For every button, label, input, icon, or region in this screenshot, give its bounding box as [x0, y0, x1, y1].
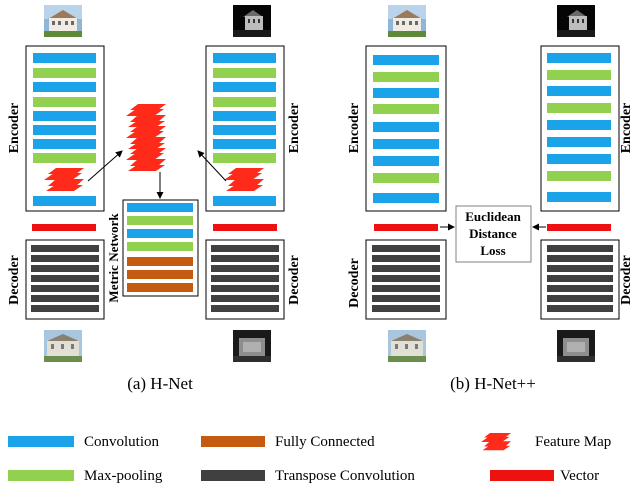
- arrow-right-to-center: [197, 150, 227, 182]
- input-image-right-b: [557, 5, 595, 37]
- encoder-label-right-b: Encoder: [619, 103, 632, 154]
- legend-item-fully-connected: Fully Connected: [201, 434, 375, 450]
- loss-text-line2: Distance: [469, 226, 517, 241]
- input-image-left-b: [388, 5, 426, 37]
- decoder-left-a: Decoder: [7, 239, 105, 320]
- loss-text-line3: Loss: [480, 243, 505, 258]
- legend-label-fully-connected: Fully Connected: [275, 434, 375, 450]
- legend-item-vector: Vector: [490, 468, 599, 484]
- metric-network-label: Metric Network: [106, 213, 121, 303]
- caption-b: (b) H-Net++: [450, 374, 536, 393]
- decoder-right-b: Decoder: [540, 239, 632, 320]
- encoder-left-a: Encoder: [7, 45, 105, 212]
- vector-left-a: [32, 224, 96, 231]
- legend-item-transpose-convolution: Transpose Convolution: [201, 468, 415, 484]
- vector-left-b: [374, 224, 438, 231]
- decoder-label-left-b: Decoder: [347, 258, 362, 308]
- encoder-left-b: Encoder: [347, 45, 447, 212]
- legend-label-feature-map: Feature Map: [535, 434, 611, 450]
- encoder-label-right-a: Encoder: [287, 103, 302, 154]
- decoder-left-b: Decoder: [347, 239, 447, 320]
- legend-item-convolution: Convolution: [8, 434, 160, 450]
- legend-label-convolution: Convolution: [84, 434, 160, 450]
- vector-right-b: [547, 224, 611, 231]
- legend-item-feature-map: Feature Map: [481, 433, 611, 451]
- loss-box: Euclidean Distance Loss: [455, 205, 532, 263]
- decoder-label-left-a: Decoder: [7, 255, 22, 305]
- encoder-right-b: Encoder: [540, 45, 632, 212]
- legend-item-max-pooling: Max-pooling: [8, 468, 163, 484]
- decoder-right-a: Decoder: [205, 239, 302, 320]
- central-feature-map: [126, 104, 166, 171]
- output-image-right-a: [233, 330, 271, 362]
- encoder-label-left-b: Encoder: [347, 103, 362, 154]
- loss-text-line1: Euclidean: [465, 209, 521, 224]
- output-image-right-b: [557, 330, 595, 362]
- encoder-right-a: Encoder: [205, 45, 302, 212]
- input-image-left: [44, 5, 82, 37]
- vector-right-a: [213, 224, 277, 231]
- output-image-left-a: [44, 330, 82, 362]
- metric-network: Metric Network: [106, 199, 199, 303]
- caption-a: (a) H-Net: [127, 374, 193, 393]
- decoder-label-right-b: Decoder: [619, 255, 632, 305]
- legend-label-vector: Vector: [560, 468, 599, 484]
- output-image-left-b: [388, 330, 426, 362]
- legend-label-transpose-convolution: Transpose Convolution: [275, 468, 415, 484]
- legend-label-max-pooling: Max-pooling: [84, 468, 163, 484]
- decoder-label-right-a: Decoder: [287, 255, 302, 305]
- encoder-label-left-a: Encoder: [7, 103, 22, 154]
- feature-map-icon: [481, 433, 511, 451]
- arrow-left-to-center: [87, 150, 123, 182]
- legend: Convolution Fully Connected Feature Map …: [8, 433, 611, 484]
- input-image-right: [233, 5, 271, 37]
